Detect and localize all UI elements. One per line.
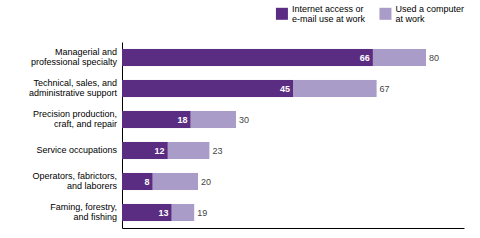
y-tick-label: Service occupations	[36, 145, 117, 155]
data-label: 19	[197, 208, 207, 218]
data-label: 80	[429, 53, 439, 63]
legend-label: Internet access ore-mail use at work	[292, 4, 366, 24]
y-tick: Operators, fabrictors,and laborers	[32, 171, 117, 191]
data-label: 23	[212, 146, 222, 156]
data-label: 12	[155, 146, 165, 156]
bar	[122, 49, 426, 66]
legend-label: Used a computerat work	[395, 4, 464, 24]
series	[122, 49, 373, 221]
plot: Faming, forestry,and fishing Operators, f…	[29, 43, 465, 229]
bars	[122, 49, 426, 221]
legend: Internet access ore-mail use at work Used…	[276, 4, 464, 24]
bar	[122, 111, 236, 128]
x-axis	[123, 228, 465, 229]
series	[122, 49, 426, 221]
y-tick: Managerial andprofessional specialty	[31, 47, 118, 67]
y-tick-label: Precision production,craft, and repair	[33, 109, 117, 129]
x-axis-line	[123, 228, 465, 229]
data-label: 20	[201, 177, 211, 187]
data-label: 13	[158, 208, 168, 218]
y-tick-label: Technical, sales, andadministrative supp…	[29, 78, 118, 98]
y-tick-label: Operators, fabrictors,and laborers	[32, 171, 117, 191]
y-tick-label: Managerial andprofessional specialty	[31, 47, 118, 67]
data-label: 45	[280, 84, 290, 94]
data-label: 30	[239, 115, 249, 125]
y-tick: Technical, sales, andadministrative supp…	[29, 78, 118, 98]
bar	[122, 173, 198, 190]
bar	[122, 204, 171, 221]
data-labels: 13 8 12 18 45 66 19 20 23 30 67 80	[144, 53, 439, 218]
legend-swatch	[379, 8, 391, 20]
legend-item: Internet access ore-mail use at work	[276, 4, 366, 24]
y-tick: Precision production,craft, and repair	[33, 109, 117, 129]
y-axis-line	[122, 43, 123, 229]
data-label: 8	[144, 177, 149, 187]
bar	[122, 80, 293, 97]
bar	[122, 80, 377, 97]
data-label: 18	[177, 115, 187, 125]
legend-swatch	[276, 8, 288, 20]
data-label: 67	[380, 84, 390, 94]
bar	[122, 173, 152, 190]
bar	[122, 49, 373, 66]
legend-item: Used a computerat work	[379, 4, 464, 24]
bar	[122, 204, 194, 221]
bar	[122, 142, 209, 159]
y-tick: Service occupations	[36, 145, 117, 155]
bar	[122, 111, 190, 128]
y-tick-label: Faming, forestry,and fishing	[50, 202, 117, 222]
y-tick: Faming, forestry,and fishing	[50, 202, 117, 222]
y-axis: Faming, forestry,and fishing Operators, f…	[29, 43, 123, 229]
data-label: 66	[360, 53, 370, 63]
chart: Faming, forestry,and fishing Operators, f…	[0, 0, 480, 238]
bar	[122, 142, 168, 159]
